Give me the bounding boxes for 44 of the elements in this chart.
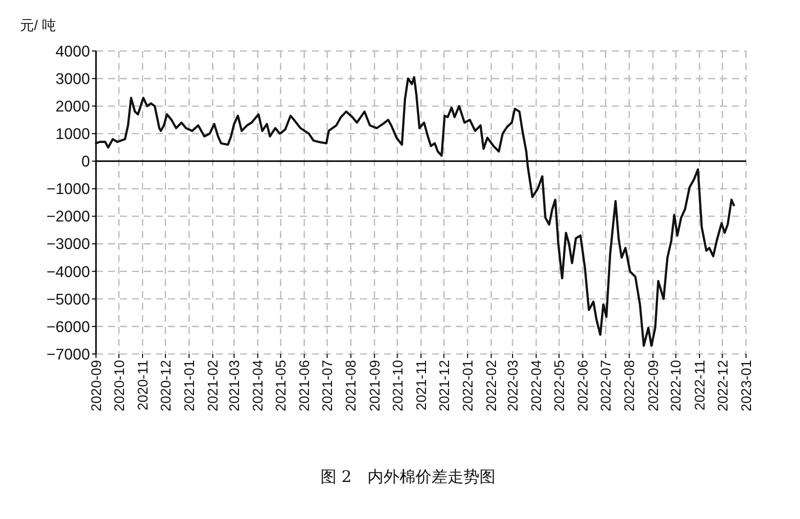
x-tick-label: 2022-12 (714, 360, 730, 412)
x-tick-label: 2022-06 (574, 360, 591, 412)
y-tick-label: −4000 (46, 264, 90, 281)
x-tick-label: 2023-01 (738, 360, 754, 412)
x-tick-label: 2022-09 (644, 360, 661, 412)
x-tick-label: 2022-07 (598, 360, 614, 412)
x-tick-label: 2022-11 (691, 360, 708, 410)
x-tick-label: 2021-11 (412, 360, 429, 410)
x-tick-label: 2021-01 (180, 360, 197, 412)
text: 图 2 内外棉价差走势图 (320, 467, 496, 486)
x-tick-label: 2021-04 (250, 360, 266, 412)
y-tick-label: −5000 (46, 291, 90, 308)
x-tick-label: 2020-11 (134, 360, 150, 410)
y-tick-label: 0 (81, 154, 90, 171)
x-tick-label: 2022-10 (668, 360, 684, 412)
x-tick-label: 2022-02 (483, 360, 500, 412)
x-tick-label: 2022-05 (550, 360, 567, 412)
x-tick-label: 2021-08 (342, 360, 359, 412)
x-tick-label: 2021-02 (204, 360, 221, 412)
y-tick-label: 3000 (56, 70, 90, 88)
y-tick-label: 2000 (56, 98, 90, 116)
x-tick-label: 2022-08 (621, 360, 638, 412)
x-tick-label: 2020-12 (157, 360, 174, 412)
x-tick-label: 2022-03 (504, 360, 520, 412)
x-tick-label: 2021-06 (296, 360, 312, 412)
x-tick-label: 2020-10 (110, 360, 127, 412)
x-tick-label: 2021-12 (436, 360, 452, 412)
x-tick-label: 2021-10 (389, 360, 406, 412)
y-tick-label: −7000 (46, 346, 90, 364)
y-tick-label: 1000 (56, 126, 90, 144)
y-tick-label: −3000 (46, 236, 90, 254)
x-tick-label: 2021-05 (272, 360, 289, 412)
line-series (94, 76, 735, 347)
x-tick-label: 2022-04 (528, 360, 544, 412)
x-tick-label: 2021-03 (226, 360, 242, 412)
x-tick-label: 2022-01 (459, 360, 476, 412)
y-tick-label: −1000 (46, 181, 90, 198)
y-tick-label: −6000 (46, 318, 90, 336)
x-tick-label: 2021-09 (366, 360, 382, 412)
y-tick-label: 4000 (56, 43, 90, 60)
y-axis-title: 元/ 吨 (20, 17, 56, 33)
y-tick-label: −2000 (46, 208, 90, 226)
x-tick-label: 2020-09 (88, 360, 104, 412)
x-tick-label: 2021-07 (319, 360, 336, 412)
